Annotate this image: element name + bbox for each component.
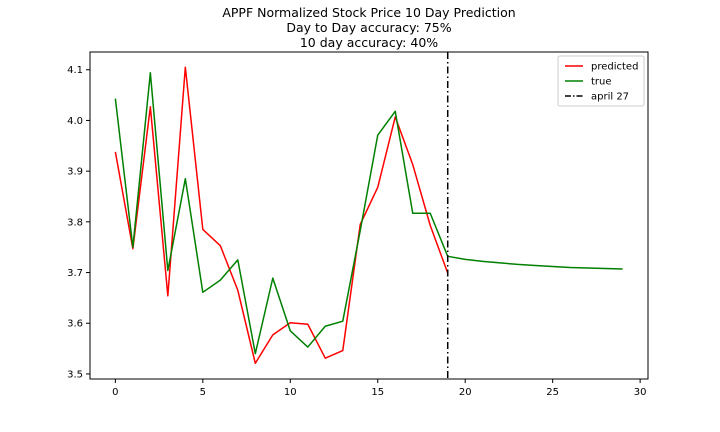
ticks-layer: 0 5 10 15 20 25 30 3.5 3.6 3.7 3.8 3.9 4.0 4.1 (67, 65, 646, 398)
legend: predicted true april 27 (557, 55, 645, 107)
legend-label-april-27: april 27 (591, 92, 629, 103)
chart-title-line-3: 10 day accuracy: 40% (300, 35, 438, 50)
x-tick-label: 20 (459, 387, 472, 398)
legend-label-true: true (591, 77, 612, 88)
y-tick-label: 3.5 (67, 369, 83, 380)
chart-title-line-2: Day to Day accuracy: 75% (286, 20, 451, 35)
legend-box (557, 55, 645, 107)
y-tick-label: 3.7 (67, 268, 83, 279)
series-line-true (114, 72, 623, 355)
chart-title-line-1: APPF Normalized Stock Price 10 Day Predi… (222, 5, 515, 20)
series-line-predicted (114, 66, 449, 365)
series-layer (114, 66, 623, 365)
y-tick-label: 3.9 (67, 167, 83, 178)
x-tick-label: 25 (546, 387, 559, 398)
y-tick-label: 4.0 (67, 116, 83, 127)
plot-frame (89, 51, 649, 380)
legend-label-predicted: predicted (591, 62, 638, 73)
x-tick-label: 5 (200, 387, 206, 398)
y-tick-label: 3.8 (67, 217, 83, 228)
y-tick-label: 4.1 (67, 65, 83, 76)
x-tick-label: 0 (112, 387, 118, 398)
y-tick-label: 3.6 (67, 319, 83, 330)
x-tick-label: 15 (371, 387, 384, 398)
x-tick-label: 30 (634, 387, 647, 398)
x-tick-label: 10 (284, 387, 297, 398)
